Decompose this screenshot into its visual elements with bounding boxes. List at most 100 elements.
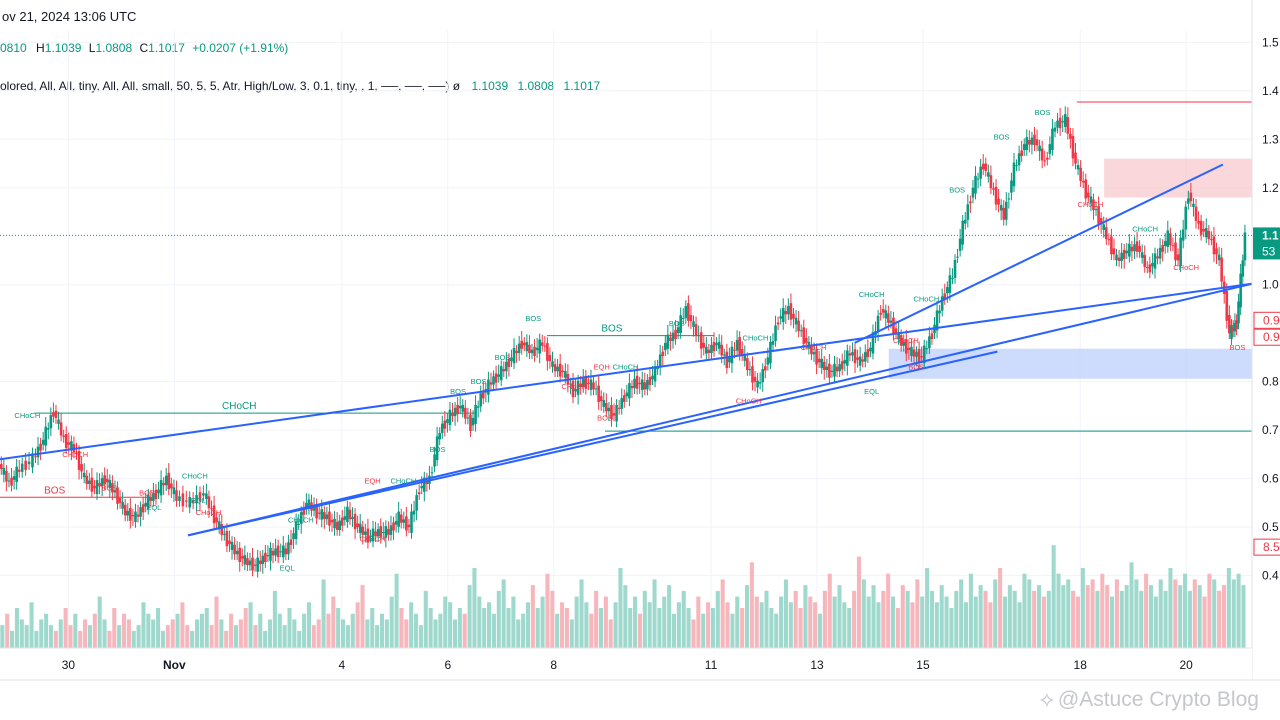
volume-bar [428,608,433,648]
candle-body [1130,246,1134,252]
candle-body [958,238,962,251]
candle-body [2,467,6,475]
volume-bar [1002,596,1008,648]
candle-body [1187,198,1190,204]
volume-bar [316,619,321,648]
volume-bar [1153,596,1158,648]
volume-bar [1080,568,1085,648]
candle-body [154,489,158,499]
candle-body [302,509,306,515]
volume-bar [925,568,930,648]
volume-bar [165,625,170,648]
candle-body [671,332,675,341]
candle-body [494,373,498,383]
volume-bar [311,625,316,648]
time-tick-label: 20 [1179,658,1193,672]
candle-body [425,480,429,484]
candle-body [569,383,572,385]
candle-body [771,340,775,345]
volume-bar [983,590,988,648]
candle-body [325,514,329,520]
volume-bar [725,602,730,648]
candle-body [212,505,216,524]
candle-body [533,346,536,356]
candle-body [469,414,472,432]
candle-body [781,307,785,323]
volume-bar [1012,590,1017,648]
candle-body [340,517,344,526]
indicator-legend[interactable]: olored, All, All, tiny, All, All, small,… [0,79,600,93]
candle-body [787,306,790,315]
volume-bar [5,613,10,648]
structure-label: BOS [949,186,965,195]
candle-body [830,370,834,372]
volume-bar [521,613,526,648]
candle-body [646,379,649,390]
candle-body [756,380,759,388]
volume-bar [457,608,462,648]
volume-bar [642,590,647,648]
candle-body [1125,250,1129,254]
volume-bar [141,602,146,648]
candle-body [543,345,547,347]
candle-body [946,287,949,294]
candle-body [1148,264,1152,273]
candle-body [1140,252,1144,258]
candle-body [610,404,613,420]
volume-bar [185,625,190,648]
price-tick-label: 0.6 [1262,472,1279,486]
time-axis[interactable]: 30 Nov 4 6 8 11 13 15 18 20 [0,647,1280,681]
structure-label: EQL [146,503,161,512]
volume-bar [1212,579,1217,648]
candle-body [67,442,71,445]
channel-line-1 [187,282,1253,537]
volume-bar [1119,590,1124,648]
volume-bar [710,608,715,648]
volume-bar [487,602,492,648]
candle-body [1048,144,1052,154]
candle-body [1028,140,1031,145]
volume-bar [448,602,453,648]
candle-body [630,386,634,389]
time-tick-label: 4 [338,658,345,672]
structure-label: BOS [139,489,155,498]
volume-bar [48,625,54,648]
candle-body [164,475,168,486]
volume-bar [988,602,993,648]
candle-body [866,349,870,358]
candle-body [730,346,734,364]
candle-body [52,412,55,417]
candle-body [62,435,65,437]
volume-bar [1144,573,1149,648]
candle-body [956,256,959,258]
channel-lines[interactable] [0,163,1253,537]
volume-bar [287,608,292,648]
structure-label: BOS [908,363,924,372]
volume-bar [370,608,375,648]
volume-bar [409,602,414,648]
candle-body [761,369,765,383]
candle-body [1104,227,1108,240]
grid [0,30,1252,648]
candle-body [1237,301,1240,324]
candle-body [1074,152,1077,164]
volume-bar [297,630,302,648]
candle-body [702,342,706,348]
volume-bar [633,596,638,648]
candle-body [1038,145,1041,152]
candle-body [1166,230,1170,247]
volume-bar [535,608,540,648]
candle-body [1020,150,1023,157]
candle-body [412,510,416,515]
candle-body [1094,209,1098,211]
candle-body [384,526,388,538]
candle-body [974,175,977,194]
volume-bar [676,602,681,648]
candle-body [925,348,929,350]
candle-body [80,464,83,472]
volume-bar [667,585,672,648]
volume-bar [954,590,959,648]
price-label: 0.9 [1263,330,1280,344]
